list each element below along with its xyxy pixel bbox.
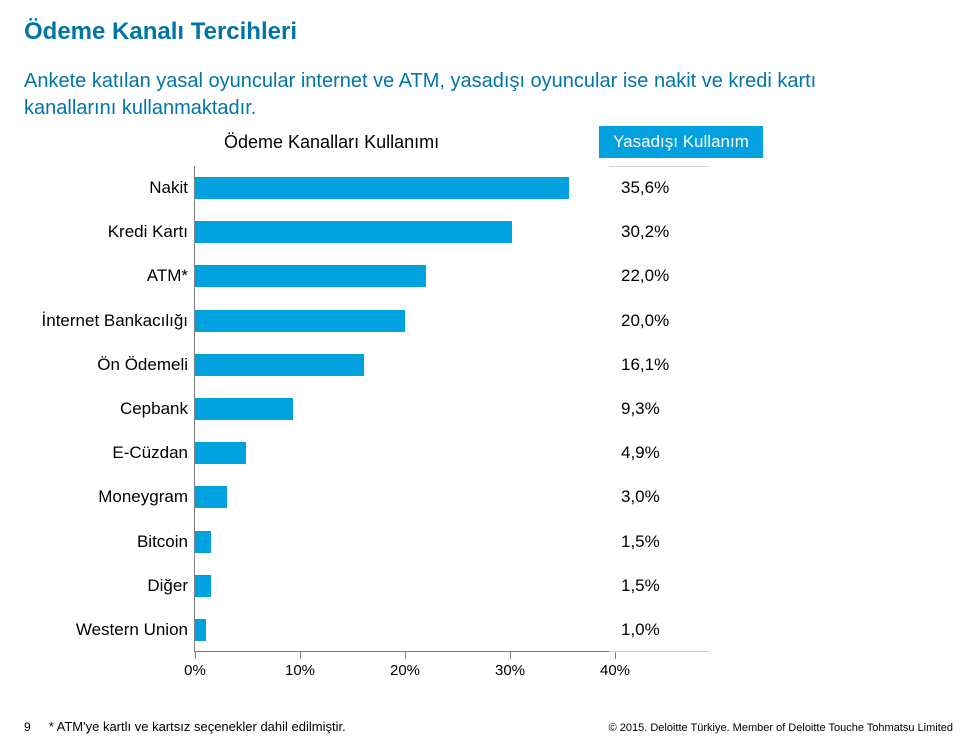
bar [195, 310, 405, 332]
x-tick [405, 652, 406, 659]
bar [195, 575, 211, 597]
x-tick [300, 652, 301, 659]
x-tick [615, 652, 616, 659]
chart-header: Ödeme Kanalları Kullanımı Yasadışı Kulla… [24, 126, 935, 158]
category-label: Moneygram [24, 487, 188, 507]
plot-area: 0%10%20%30%40% [194, 166, 614, 652]
category-labels: Nakit Kredi Kartı ATM* İnternet Bankacılığı… [24, 166, 194, 652]
value-column-bottom-line [609, 651, 709, 652]
footer: 9 * ATM'ye kartlı ve kartsız seçenekler … [24, 719, 959, 734]
category-label: Nakit [24, 178, 188, 198]
bar [195, 265, 426, 287]
category-label: İnternet Bankacılığı [24, 311, 188, 331]
x-tick-label: 0% [184, 662, 206, 679]
bar [195, 619, 206, 641]
page-number: 9 [24, 720, 31, 734]
bar [195, 442, 246, 464]
x-tick-label: 30% [495, 662, 525, 679]
page-subtitle: Ankete katılan yasal oyuncular internet … [24, 68, 904, 122]
bar [195, 221, 512, 243]
chart-title: Ödeme Kanalları Kullanımı [224, 132, 439, 153]
x-tick [510, 652, 511, 659]
bar [195, 398, 293, 420]
bar [195, 354, 364, 376]
category-label: Diğer [24, 576, 188, 596]
chart-area: 0%10%20%30%40% Nakit Kredi Kartı ATM* İnter… [24, 166, 935, 652]
bar [195, 177, 569, 199]
footnote: * ATM'ye kartlı ve kartsız seçenekler da… [49, 719, 346, 734]
x-tick-label: 40% [600, 662, 630, 679]
category-label: Bitcoin [24, 532, 188, 552]
legend-box: Yasadışı Kullanım [599, 126, 763, 158]
slide-page: Ödeme Kanalı Tercihleri Ankete katılan y… [0, 0, 959, 742]
category-label: Cepbank [24, 399, 188, 419]
x-tick-label: 20% [390, 662, 420, 679]
x-tick [195, 652, 196, 659]
page-title: Ödeme Kanalı Tercihleri [24, 18, 935, 46]
value-column-top-line [609, 166, 709, 167]
category-label: E-Cüzdan [24, 443, 188, 463]
value-column-lines [609, 166, 709, 652]
category-label: Western Union [24, 620, 188, 640]
x-tick-label: 10% [285, 662, 315, 679]
category-label: Ön Ödemeli [24, 355, 188, 375]
category-label: ATM* [24, 266, 188, 286]
bar [195, 531, 211, 553]
copyright: © 2015. Deloitte Türkiye. Member of Delo… [609, 722, 953, 734]
category-label: Kredi Kartı [24, 222, 188, 242]
bar [195, 486, 227, 508]
